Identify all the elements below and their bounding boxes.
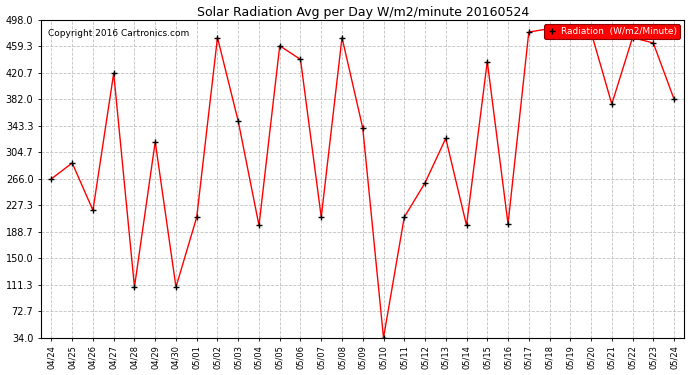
Radiation  (W/m2/Minute) <box>89 208 97 213</box>
Text: Copyright 2016 Cartronics.com: Copyright 2016 Cartronics.com <box>48 29 189 38</box>
Line: Radiation  (W/m2/Minute): Radiation (W/m2/Minute) <box>49 26 677 340</box>
Radiation  (W/m2/Minute) <box>172 285 180 290</box>
Radiation  (W/m2/Minute) <box>608 102 616 106</box>
Legend: Radiation  (W/m2/Minute): Radiation (W/m2/Minute) <box>544 24 680 39</box>
Radiation  (W/m2/Minute) <box>380 336 388 340</box>
Radiation  (W/m2/Minute) <box>359 126 367 130</box>
Radiation  (W/m2/Minute) <box>483 59 491 64</box>
Radiation  (W/m2/Minute) <box>338 35 346 40</box>
Radiation  (W/m2/Minute) <box>629 35 637 40</box>
Radiation  (W/m2/Minute) <box>504 222 512 226</box>
Radiation  (W/m2/Minute) <box>275 44 284 48</box>
Radiation  (W/m2/Minute) <box>649 41 658 45</box>
Radiation  (W/m2/Minute) <box>193 215 201 219</box>
Radiation  (W/m2/Minute) <box>670 97 678 102</box>
Radiation  (W/m2/Minute) <box>566 30 575 34</box>
Radiation  (W/m2/Minute) <box>213 35 221 40</box>
Radiation  (W/m2/Minute) <box>234 119 242 123</box>
Radiation  (W/m2/Minute) <box>68 161 77 165</box>
Radiation  (W/m2/Minute) <box>48 177 56 181</box>
Title: Solar Radiation Avg per Day W/m2/minute 20160524: Solar Radiation Avg per Day W/m2/minute … <box>197 6 529 18</box>
Radiation  (W/m2/Minute) <box>462 223 471 228</box>
Radiation  (W/m2/Minute) <box>587 30 595 34</box>
Radiation  (W/m2/Minute) <box>296 57 304 62</box>
Radiation  (W/m2/Minute) <box>545 26 553 31</box>
Radiation  (W/m2/Minute) <box>524 30 533 34</box>
Radiation  (W/m2/Minute) <box>130 285 139 290</box>
Radiation  (W/m2/Minute) <box>400 215 408 219</box>
Radiation  (W/m2/Minute) <box>421 181 429 185</box>
Radiation  (W/m2/Minute) <box>110 71 118 75</box>
Radiation  (W/m2/Minute) <box>317 215 326 219</box>
Radiation  (W/m2/Minute) <box>151 140 159 144</box>
Radiation  (W/m2/Minute) <box>442 136 450 141</box>
Radiation  (W/m2/Minute) <box>255 223 263 228</box>
